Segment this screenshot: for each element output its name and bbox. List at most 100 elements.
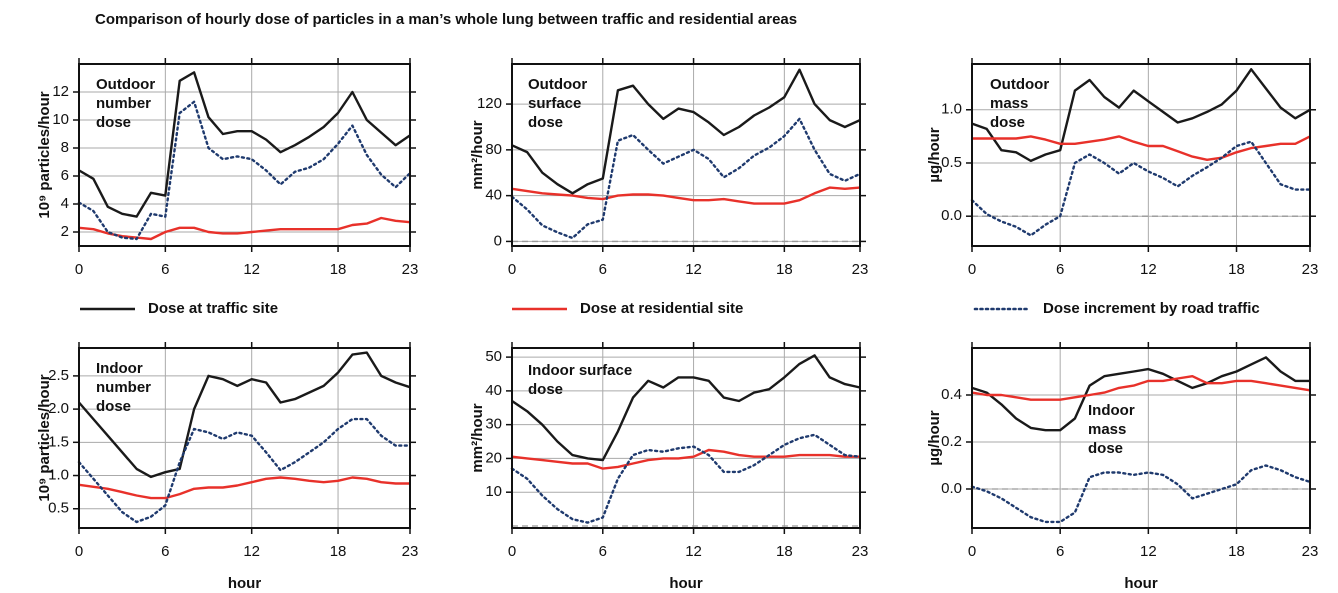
series-line: [510, 117, 862, 240]
series-line: [971, 375, 1311, 401]
x-tick-label: 18: [330, 261, 347, 278]
x-tick-label: 0: [968, 261, 976, 278]
x-tick-label: 6: [1056, 261, 1064, 278]
y-tick-label: 1.0: [941, 101, 962, 118]
legend-label: Dose at residential site: [580, 300, 743, 317]
series-line: [78, 476, 410, 500]
panel-annotation: Outdoor: [990, 76, 1049, 93]
series-line: [511, 354, 861, 462]
y-tick-label: 80: [485, 141, 502, 158]
x-tick-label: 23: [852, 543, 869, 560]
y-tick-label: 10: [485, 483, 502, 500]
x-tick-label: 12: [685, 261, 702, 278]
x-tick-label: 6: [599, 543, 607, 560]
legend-label: Dose at traffic site: [148, 300, 278, 317]
series-line: [510, 433, 862, 524]
y-tick-label: 20: [485, 449, 502, 466]
panel-annotation: mass: [990, 95, 1028, 112]
x-axis-label: hour: [1124, 575, 1157, 592]
x-tick-label: 18: [330, 543, 347, 560]
y-tick-label: 2.5: [48, 367, 69, 384]
x-tick-label: 6: [161, 543, 169, 560]
series-line: [77, 100, 412, 241]
x-tick-label: 23: [1302, 543, 1319, 560]
x-tick-label: 12: [685, 543, 702, 560]
legend-label: Dose increment by road traffic: [1043, 300, 1260, 317]
panel-annotation: surface: [528, 95, 581, 112]
y-tick-label: 40: [485, 187, 502, 204]
series-line: [511, 448, 860, 470]
panel-annotation: dose: [528, 381, 563, 398]
panel-annotation: dose: [990, 114, 1025, 131]
y-tick-label: 0.5: [48, 500, 69, 517]
panel-annotation: dose: [1088, 440, 1123, 457]
y-tick-label: 30: [485, 416, 502, 433]
plot-frame: [971, 347, 1311, 529]
x-tick-label: 12: [1140, 543, 1157, 560]
x-tick-label: 23: [402, 543, 419, 560]
x-tick-label: 0: [75, 261, 83, 278]
y-tick-label: 1.5: [48, 433, 69, 450]
panel-annotation: Indoor: [96, 360, 143, 377]
y-axis-label: 10⁹ particles/hour: [36, 374, 53, 501]
series-line: [970, 140, 1312, 237]
x-tick-label: 18: [1228, 261, 1245, 278]
x-tick-label: 0: [508, 543, 516, 560]
plot-frame: [78, 347, 411, 529]
panel-annotation: Outdoor: [528, 76, 587, 93]
y-tick-label: 0: [494, 232, 502, 249]
panel-annotation: dose: [528, 114, 563, 131]
x-axis-label: hour: [669, 575, 702, 592]
y-axis-label: µg/hour: [926, 410, 943, 465]
series-line: [78, 351, 411, 479]
x-tick-label: 0: [75, 543, 83, 560]
y-tick-label: 0.0: [941, 207, 962, 224]
y-tick-label: 0.2: [941, 433, 962, 450]
x-tick-label: 23: [1302, 261, 1319, 278]
plot-frame: [511, 347, 861, 529]
series-line: [77, 417, 412, 524]
y-tick-label: 4: [61, 195, 69, 212]
panel-annotation: number: [96, 95, 151, 112]
series-line: [78, 71, 411, 218]
y-tick-label: 10: [52, 111, 69, 128]
y-axis-label: µg/hour: [926, 127, 943, 182]
series-line: [971, 68, 1311, 163]
x-tick-label: 12: [243, 543, 260, 560]
panel-annotation: Indoor surface: [528, 362, 632, 379]
figure-title: Comparison of hourly dose of particles i…: [95, 11, 797, 28]
y-tick-label: 0.0: [941, 480, 962, 497]
y-tick-label: 120: [477, 95, 502, 112]
x-tick-label: 0: [968, 543, 976, 560]
x-tick-label: 12: [243, 261, 260, 278]
y-tick-label: 40: [485, 382, 502, 399]
y-tick-label: 0.4: [941, 386, 962, 403]
y-tick-label: 0.5: [941, 154, 962, 171]
series-line: [971, 356, 1310, 432]
y-tick-label: 50: [485, 348, 502, 365]
x-tick-label: 23: [402, 261, 419, 278]
panel-annotation: dose: [96, 114, 131, 131]
x-tick-label: 0: [508, 261, 516, 278]
x-tick-label: 18: [776, 261, 793, 278]
x-tick-label: 6: [599, 261, 607, 278]
series-line: [511, 68, 861, 195]
plot-frame: [511, 63, 861, 247]
x-tick-label: 23: [852, 261, 869, 278]
series-line: [78, 216, 411, 241]
y-tick-label: 6: [61, 167, 69, 184]
plot-frame: [971, 63, 1311, 247]
y-axis-label: mm²/hour: [469, 403, 486, 472]
x-tick-label: 6: [1056, 543, 1064, 560]
series-line: [970, 464, 1312, 524]
x-axis-label: hour: [228, 575, 261, 592]
y-tick-label: 2.0: [48, 400, 69, 417]
y-axis-label: mm²/hour: [469, 120, 486, 189]
panel-annotation: Indoor: [1088, 402, 1135, 419]
x-tick-label: 12: [1140, 261, 1157, 278]
x-tick-label: 6: [161, 261, 169, 278]
y-axis-label: 10⁹ particles/hour: [36, 91, 53, 218]
series-line: [972, 135, 1311, 161]
y-tick-label: 2: [61, 223, 69, 240]
